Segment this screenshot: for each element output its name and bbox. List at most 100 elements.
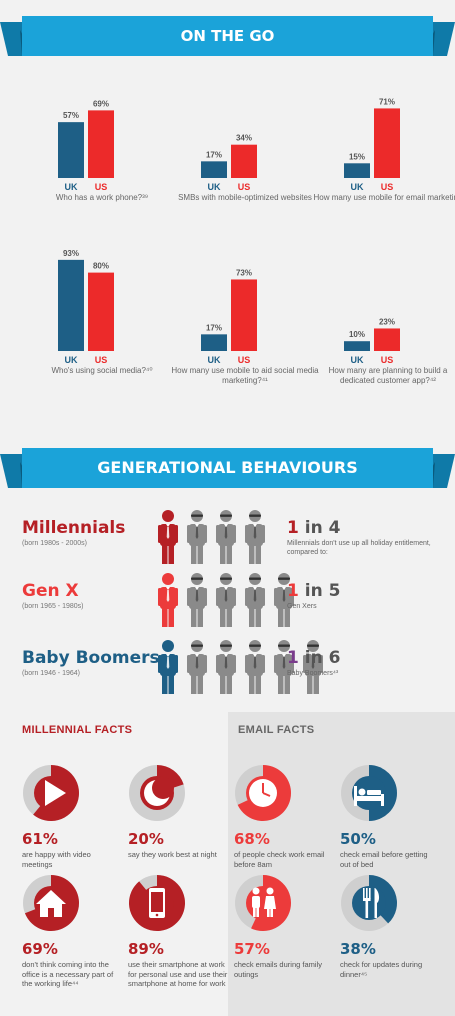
person-icon: [216, 640, 236, 694]
ratio-rest: in 5: [298, 581, 341, 601]
generation-name: Millennials: [22, 518, 126, 538]
moon-icon: [144, 777, 174, 806]
generation-ratio: 1 in 5: [287, 581, 340, 601]
fact-item: 57% check emails during family outings: [234, 874, 334, 979]
bar-us: [231, 144, 257, 178]
email-facts-panel: [228, 712, 455, 1016]
bar-us: [374, 108, 400, 178]
bar-us: [88, 110, 114, 178]
fact-text: check emails during family outings: [234, 960, 322, 979]
generational-title: GENERATIONAL BEHAVIOURS: [97, 458, 358, 477]
data-label-uk: 93%: [63, 249, 79, 258]
axis-label-us: US: [95, 355, 108, 365]
bar-us: [231, 279, 257, 351]
chart-caption: How many use mobile to aid social media …: [171, 366, 319, 385]
generation-ratio: 1 in 4: [287, 518, 340, 538]
person-icon: [187, 573, 207, 627]
chart-caption: Who has a work phone?³⁹: [55, 193, 149, 202]
bar-uk: [201, 161, 227, 178]
ratio-number: 1: [287, 581, 299, 601]
people-icons: [158, 510, 265, 564]
fact-text: don't think coming into the office is a …: [22, 960, 114, 988]
axis-label-uk: UK: [208, 182, 221, 192]
fact-item: 50% check email before getting out of bed: [340, 764, 440, 869]
person-highlighted-icon: [158, 510, 178, 564]
chart-mobile-social: 17% UK 73% US How many use mobile to aid soc…: [170, 245, 320, 405]
ratio-rest: in 6: [298, 648, 341, 668]
chart-caption: How many are planning to build a dedicat…: [328, 366, 448, 385]
millennial-facts-title: MILLENNIAL FACTS: [22, 724, 133, 736]
fact-text: say they work best at night: [128, 850, 217, 859]
fact-percent: 20%: [128, 830, 164, 848]
fact-item: 20% say they work best at night: [128, 764, 228, 860]
donut-chart: [129, 875, 185, 931]
chart-caption: SMBs with mobile-optimized websites: [178, 193, 312, 202]
bar-uk: [344, 163, 370, 178]
chart-work-phone: 57% UK 69% US Who has a work phone?³⁹: [27, 72, 177, 232]
donut-chart: [341, 875, 397, 931]
data-label-uk: 17%: [206, 323, 222, 332]
fact-percent: 38%: [340, 940, 376, 958]
fact-text: check email before getting out of bed: [340, 850, 428, 869]
chart-social-media: 93% UK 80% US Who's using social media?⁴⁰: [27, 245, 177, 405]
data-label-uk: 15%: [349, 152, 365, 161]
bar-chart: 17% UK 73% US: [201, 268, 257, 365]
bar-chart: 10% UK 23% US: [344, 317, 400, 365]
data-label-us: 80%: [93, 262, 109, 271]
data-label-uk: 57%: [63, 111, 79, 120]
bar-uk: [58, 259, 84, 351]
axis-label-us: US: [381, 182, 394, 192]
generation-born: (born 1965 - 1980s): [22, 603, 84, 610]
generation-ratio: 1 in 6: [287, 648, 340, 668]
donut-chart: [23, 765, 79, 821]
donut-chart: [129, 765, 185, 821]
donut-chart: [341, 765, 397, 821]
banner-ribbon: [0, 448, 455, 488]
person-highlighted-icon: [158, 573, 178, 627]
fact-text: use their smartphone at work for persona…: [128, 960, 228, 988]
axis-label-us: US: [381, 355, 394, 365]
donut-chart: [235, 765, 291, 821]
ratio-rest: in 4: [298, 518, 341, 538]
fact-item: 89% use their smartphone at work for pers…: [128, 874, 228, 989]
fact-item: 61% are happy with video meetings: [22, 764, 122, 869]
bar-us: [374, 328, 400, 351]
bar-uk: [58, 122, 84, 178]
axis-label-uk: UK: [208, 355, 221, 365]
person-icon: [303, 640, 323, 694]
fact-percent: 68%: [234, 830, 270, 848]
bar-uk: [201, 334, 227, 351]
ratio-number: 1: [287, 648, 299, 668]
bed-icon: [354, 786, 384, 806]
gen-row-boomers: Baby Boomers (born 1946 - 1964) 1 in 6 Baby…: [0, 638, 455, 704]
bar-us: [88, 272, 114, 351]
email-facts-title: EMAIL FACTS: [238, 724, 315, 736]
ratio-number: 1: [287, 518, 299, 538]
person-icon: [245, 640, 265, 694]
house-icon: [36, 890, 66, 917]
donut-chart: [23, 875, 79, 931]
bar-uk: [344, 341, 370, 351]
axis-label-uk: UK: [65, 355, 78, 365]
person-icon: [216, 510, 236, 564]
on-the-go-title: ON THE GO: [180, 27, 275, 45]
data-label-uk: 10%: [349, 330, 365, 339]
fact-text: are happy with video meetings: [22, 850, 91, 869]
axis-label-uk: UK: [65, 182, 78, 192]
generation-description: Baby Boomers⁴³: [287, 670, 339, 677]
fact-percent: 69%: [22, 940, 58, 958]
cutlery-icon: [363, 888, 380, 918]
generation-name: Gen X: [22, 581, 79, 601]
generation-description: Gen Xers: [287, 603, 317, 610]
fact-item: 68% of people check work email before 8am: [234, 764, 334, 869]
data-label-us: 69%: [93, 99, 109, 108]
person-icon: [187, 640, 207, 694]
banner-ribbon: [0, 16, 455, 56]
fact-item: 69% don't think coming into the office is…: [22, 874, 122, 989]
axis-label-uk: UK: [351, 355, 364, 365]
axis-label-us: US: [238, 182, 251, 192]
data-label-us: 23%: [379, 317, 395, 326]
family-icon: [252, 887, 276, 917]
fact-percent: 50%: [340, 830, 376, 848]
bar-chart: 17% UK 34% US: [201, 134, 257, 192]
